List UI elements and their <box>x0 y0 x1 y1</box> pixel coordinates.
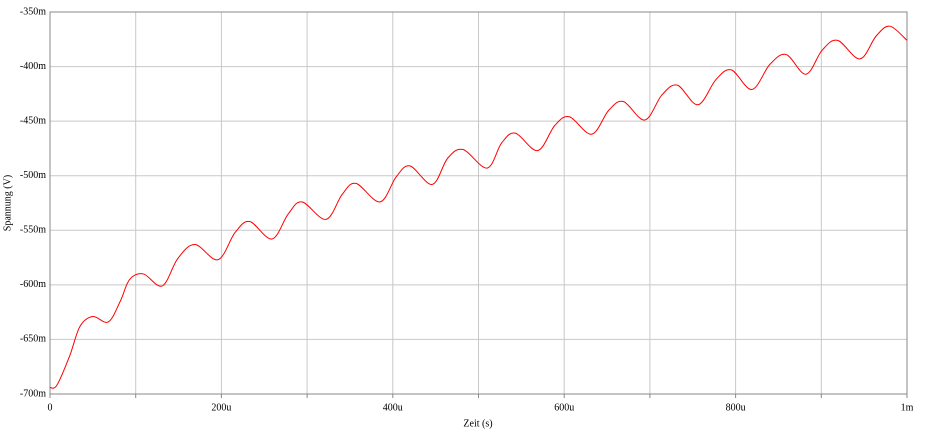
data-line <box>49 25 908 389</box>
y-tick-label: -600m <box>20 279 46 290</box>
x-tick-label: 600u <box>554 402 574 413</box>
y-tick-label: -500m <box>20 170 46 181</box>
x-tick-label: 200u <box>211 402 231 413</box>
x-axis-label: Zeit (s) <box>463 418 492 429</box>
y-tick-label: -350m <box>20 6 46 17</box>
x-tick-label: 800u <box>726 402 746 413</box>
plot-frame <box>49 11 908 395</box>
y-tick-label: -450m <box>20 115 46 126</box>
y-axis-label: Spannung (V) <box>2 175 13 231</box>
y-tick-label: -650m <box>20 334 46 345</box>
x-tick-label: 1m <box>901 402 914 413</box>
y-tick-label: -550m <box>20 225 46 236</box>
x-tick-label: 400u <box>383 402 403 413</box>
x-tick-label: 0 <box>48 402 53 413</box>
y-tick-label: -700m <box>20 388 46 399</box>
y-tick-label: -400m <box>20 61 46 72</box>
